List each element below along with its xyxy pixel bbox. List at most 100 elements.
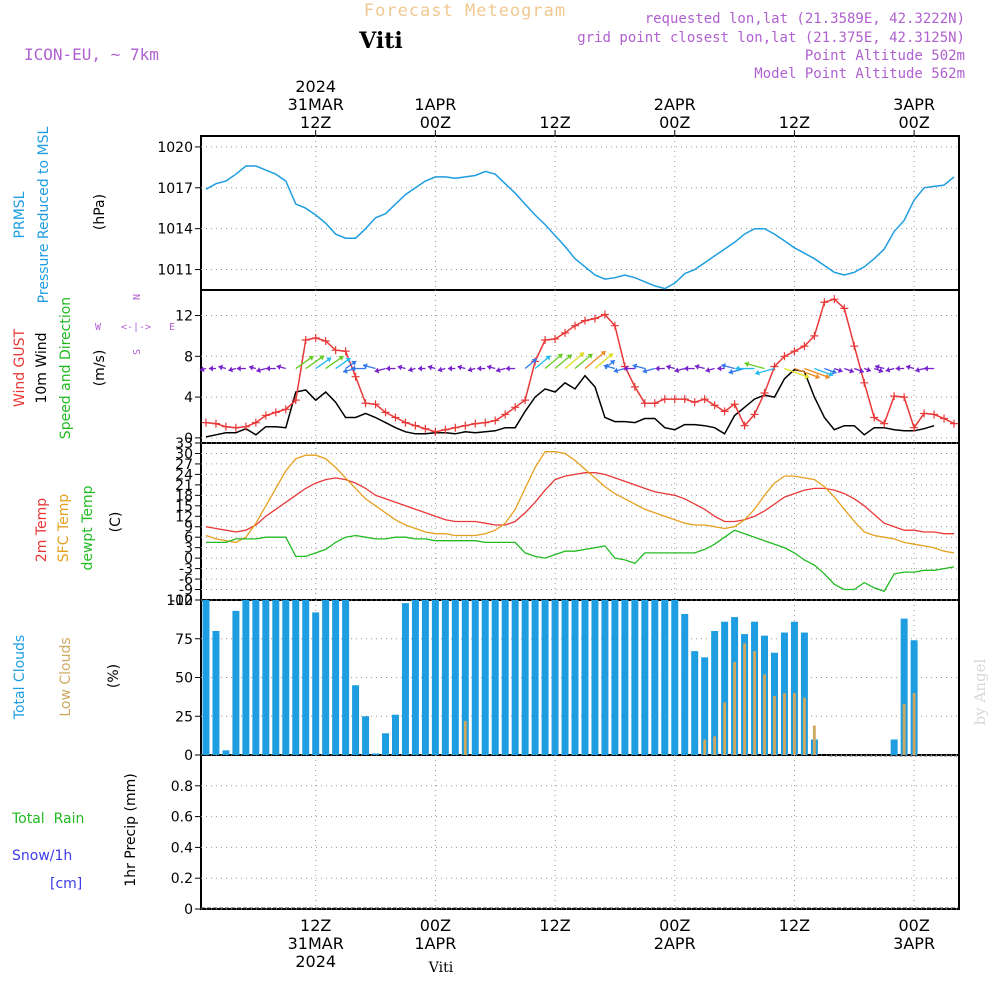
gust-marker (251, 418, 260, 427)
label-speed-direction: Speed and Direction (58, 297, 74, 439)
total-cloud-bar (282, 600, 290, 755)
pressure-line (205, 165, 955, 290)
top-time-label: 2024 (295, 77, 336, 96)
y-tick-label: 6 (184, 530, 193, 546)
wind-arrow-shaft (564, 352, 585, 370)
total-cloud-bar (531, 600, 539, 755)
gust-marker (431, 427, 440, 436)
wind-arrow (534, 355, 551, 370)
wind-arrow (834, 367, 843, 374)
gust-marker (241, 422, 250, 431)
label-pressure-reduced: Pressure Reduced to MSL (36, 126, 52, 303)
label-cm: [cm] (50, 876, 82, 892)
wind-arrow (895, 365, 905, 372)
panel-frame-pressure (200, 135, 960, 291)
location-name: Viti (358, 28, 403, 54)
total-cloud-bar (611, 600, 619, 755)
wind-arrow-head (632, 363, 638, 370)
wind-arrow (735, 365, 755, 372)
y-tick-label: 0 (184, 902, 193, 918)
header-title: Forecast Meteogram (364, 1, 566, 21)
total-cloud-bar (641, 600, 649, 755)
label-sfc-temp: SFC Temp (56, 494, 72, 563)
gust-marker (361, 399, 370, 408)
low-cloud-bar (773, 696, 776, 755)
gust-marker (780, 352, 789, 361)
gust-marker (920, 409, 929, 418)
wind-arrow (642, 367, 655, 374)
label-wind-gust: Wind GUST (12, 328, 28, 407)
low-cloud-bar (902, 703, 906, 755)
label-percent: (%) (106, 664, 122, 688)
wind-arrow-shaft (794, 367, 821, 379)
low-cloud-bar (793, 693, 796, 755)
wind-arrow (397, 364, 406, 371)
gust-marker (660, 395, 669, 404)
y-tick-label: -12 (170, 593, 193, 609)
y-tick-label: 24 (175, 467, 193, 483)
gust-marker (870, 413, 879, 422)
total-cloud-bar (292, 600, 300, 755)
gust-marker (890, 392, 899, 401)
wind-arrow-head (623, 365, 628, 372)
total-cloud-bar (451, 600, 459, 755)
gust-marker (371, 400, 380, 409)
gust-marker (680, 395, 689, 404)
label-ms: (m/s) (92, 350, 108, 387)
gust-marker (670, 395, 679, 404)
point-altitude: Point Altitude 502m (805, 48, 965, 64)
gust-marker (580, 316, 589, 325)
wind-arrow-head (276, 364, 282, 371)
gust-marker (401, 418, 410, 427)
wind-arrow (524, 358, 538, 370)
y-tick-label: 1014 (157, 222, 193, 238)
wind-arrow-head (600, 351, 606, 357)
wind-arrow (824, 367, 837, 375)
y-tick-label: 0.6 (171, 810, 193, 826)
total-cloud-bar (212, 631, 220, 755)
wind-arrow (623, 365, 635, 372)
gust-marker (610, 321, 619, 330)
wind-arrow-head (755, 369, 760, 376)
total-cloud-bar (242, 600, 250, 755)
gust-marker (441, 425, 450, 434)
wind-arrow (236, 365, 246, 372)
total-cloud-bar (342, 600, 350, 755)
total-cloud-bar (372, 753, 380, 755)
wind-arrow (923, 365, 935, 372)
grid-lines (201, 136, 959, 910)
wind-arrow-head (545, 355, 551, 361)
gust-marker (860, 378, 869, 387)
wind-arrow-head (859, 367, 864, 374)
gust-marker (720, 407, 729, 416)
wind-arrow-head (457, 364, 463, 371)
gust-marker (840, 304, 849, 313)
gust-marker (271, 408, 280, 417)
total-cloud-bar (581, 600, 589, 755)
wind-arrow-head (477, 365, 482, 372)
y-tick-label: 15 (175, 499, 193, 515)
total-cloud-bar (511, 600, 519, 755)
wind-arrow-head (744, 361, 750, 368)
wind-arrow (717, 365, 725, 372)
wind-arrow (345, 360, 357, 370)
gust-marker (511, 403, 520, 412)
low-cloud-bar (753, 651, 756, 755)
gridpoint-lonlat: grid point closest lon,lat (21.375E, 42.… (577, 30, 965, 46)
y-tick-label: 0.8 (171, 779, 193, 795)
gust-line (205, 298, 955, 433)
wind-arrow-head (338, 355, 344, 361)
wind-arrow-head (218, 364, 224, 371)
wind-arrow-head (418, 365, 423, 372)
wind-arrow (199, 366, 207, 373)
total-cloud-bar (631, 600, 639, 755)
wind-arrow-head (828, 371, 834, 377)
wind-arrow (684, 365, 695, 372)
low-cloud-bar (803, 697, 806, 755)
gust-marker (231, 423, 240, 432)
y-tick-label: 0.2 (171, 871, 193, 887)
gust-marker (451, 423, 460, 432)
model-name: ICON-EU, ~ 7km (24, 45, 159, 64)
wind-arrow (744, 361, 765, 370)
